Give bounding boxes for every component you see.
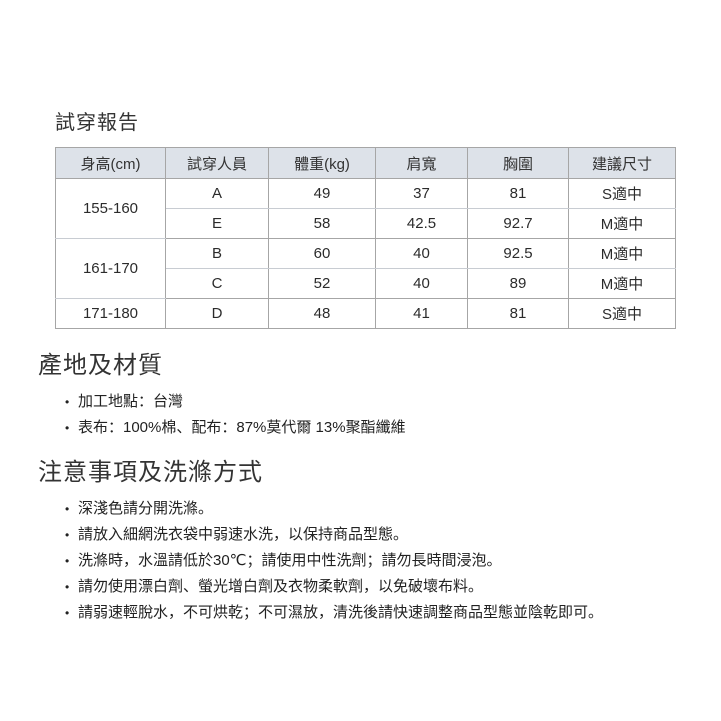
cell-person: D <box>165 298 269 329</box>
cell-size: M適中 <box>568 238 676 269</box>
cell-weight: 58 <box>268 208 376 239</box>
cell-size: M適中 <box>568 208 676 239</box>
cell-chest: 81 <box>467 178 569 209</box>
product-detail-content: 試穿報告 身高(cm) 試穿人員 體重(kg) 肩寬 胸圍 建議尺寸 155-1… <box>0 0 721 626</box>
cell-chest: 81 <box>467 298 569 329</box>
column-header-shoulder: 肩寬 <box>375 147 468 179</box>
fitting-report-title: 試穿報告 <box>55 112 139 134</box>
cell-chest: 92.5 <box>467 238 569 269</box>
cell-weight: 52 <box>268 268 376 299</box>
care-instructions-list: 深淺色請分開洗滌。 請放入細網洗衣袋中弱速水洗，以保持商品型態。 洗滌時，水溫請… <box>65 496 681 626</box>
care-instructions-title: 注意事項及洗滌方式 <box>38 459 263 486</box>
cell-shoulder: 41 <box>375 298 468 329</box>
cell-size: S適中 <box>568 298 676 329</box>
cell-size: S適中 <box>568 178 676 209</box>
table-row: E 58 42.5 92.7 M適中 <box>56 208 676 239</box>
table-row: C 52 40 89 M適中 <box>56 268 676 299</box>
cell-shoulder: 37 <box>375 178 468 209</box>
column-header-height: 身高(cm) <box>55 147 166 179</box>
cell-person: B <box>165 238 269 269</box>
cell-chest: 89 <box>467 268 569 299</box>
cell-shoulder: 42.5 <box>375 208 468 239</box>
cell-height-range: 171-180 <box>55 298 166 329</box>
origin-material-title: 產地及材質 <box>38 352 163 379</box>
cell-person: E <box>165 208 269 239</box>
table-row: 171-180 D 48 41 81 S適中 <box>55 298 676 329</box>
column-header-weight: 體重(kg) <box>268 147 376 179</box>
origin-material-list: 加工地點：台灣 表布：100%棉、配布：87%莫代爾 13%聚酯纖維 <box>65 389 681 441</box>
cell-chest: 92.7 <box>467 208 569 239</box>
care-item: 請放入細網洗衣袋中弱速水洗，以保持商品型態。 <box>65 522 681 548</box>
fitting-report-table: 身高(cm) 試穿人員 體重(kg) 肩寬 胸圍 建議尺寸 155-160 A … <box>55 147 676 329</box>
cell-height-range: 161-170 <box>55 238 166 299</box>
cell-size: M適中 <box>568 268 676 299</box>
cell-person: C <box>165 268 269 299</box>
table-row: 161-170 B 60 40 92.5 M適中 <box>55 238 676 299</box>
cell-weight: 49 <box>268 178 376 209</box>
care-item: 請勿使用漂白劑、螢光增白劑及衣物柔軟劑，以免破壞布料。 <box>65 574 681 600</box>
table-row: 155-160 A 49 37 81 S適中 <box>55 178 676 239</box>
cell-weight: 48 <box>268 298 376 329</box>
cell-height-range: 155-160 <box>55 178 166 239</box>
material-item: 表布：100%棉、配布：87%莫代爾 13%聚酯纖維 <box>65 415 681 441</box>
cell-weight: 60 <box>268 238 376 269</box>
care-item: 請弱速輕脫水，不可烘乾；不可濕放，清洗後請快速調整商品型態並陰乾即可。 <box>65 600 681 626</box>
cell-shoulder: 40 <box>375 238 468 269</box>
column-header-person: 試穿人員 <box>165 147 269 179</box>
care-item: 洗滌時，水溫請低於30℃；請使用中性洗劑；請勿長時間浸泡。 <box>65 548 681 574</box>
cell-person: A <box>165 178 269 209</box>
care-item: 深淺色請分開洗滌。 <box>65 496 681 522</box>
column-header-size: 建議尺寸 <box>568 147 676 179</box>
cell-shoulder: 40 <box>375 268 468 299</box>
material-item: 加工地點：台灣 <box>65 389 681 415</box>
column-header-chest: 胸圍 <box>467 147 569 179</box>
table-header-row: 身高(cm) 試穿人員 體重(kg) 肩寬 胸圍 建議尺寸 <box>55 147 676 179</box>
